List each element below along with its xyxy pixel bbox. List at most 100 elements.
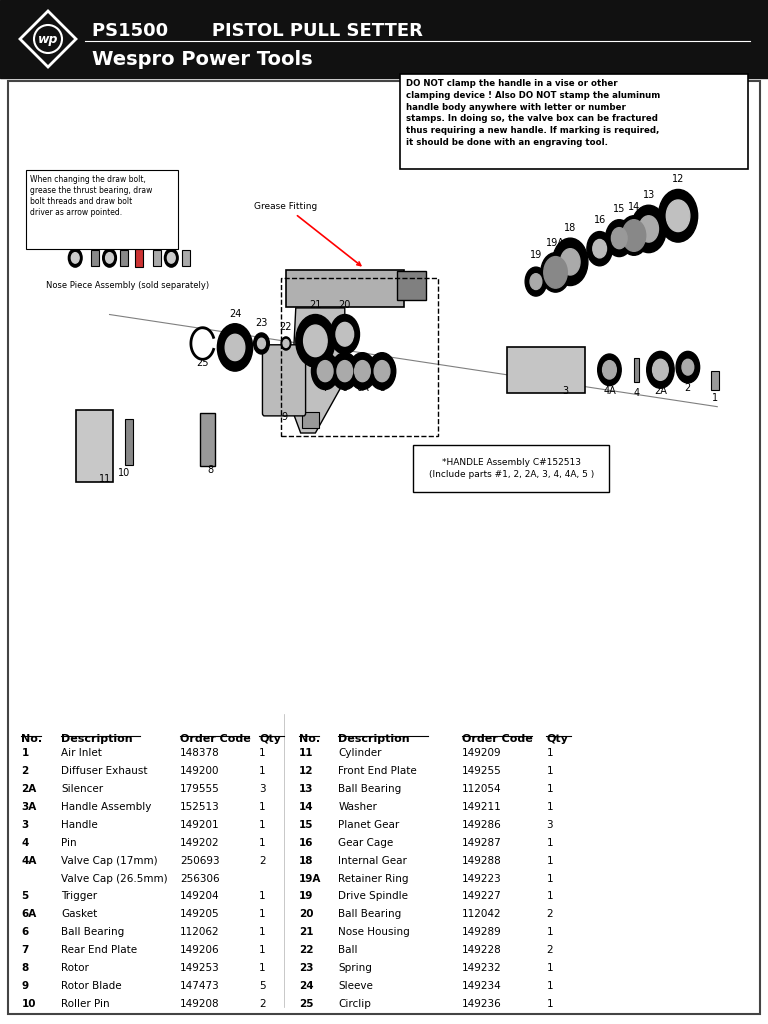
Text: Rear End Plate: Rear End Plate <box>61 945 137 955</box>
Text: 149286: 149286 <box>462 820 502 829</box>
Bar <box>76 410 114 482</box>
Text: 2: 2 <box>547 945 553 955</box>
Text: 6A: 6A <box>356 383 369 393</box>
Bar <box>153 250 161 266</box>
Text: 9: 9 <box>22 981 28 991</box>
Text: 1: 1 <box>259 945 266 955</box>
Bar <box>182 250 190 266</box>
Circle shape <box>553 239 588 286</box>
Text: 6: 6 <box>22 927 28 937</box>
Text: 1: 1 <box>547 927 553 937</box>
Text: 3: 3 <box>22 820 28 829</box>
Circle shape <box>541 253 570 292</box>
Text: 2: 2 <box>22 766 28 776</box>
Bar <box>507 347 585 393</box>
Circle shape <box>603 360 616 379</box>
Text: Trigger: Trigger <box>61 892 98 901</box>
Text: Valve Cap (17mm): Valve Cap (17mm) <box>61 856 157 865</box>
Text: 1: 1 <box>259 749 266 759</box>
Text: 3: 3 <box>562 385 568 395</box>
Text: Washer: Washer <box>339 802 377 812</box>
Text: 25: 25 <box>197 357 209 368</box>
Circle shape <box>631 205 667 253</box>
Text: Silencer: Silencer <box>61 784 103 795</box>
Circle shape <box>303 325 327 356</box>
Text: 112054: 112054 <box>462 784 502 795</box>
Text: 152513: 152513 <box>180 802 220 812</box>
Text: Planet Gear: Planet Gear <box>339 820 399 829</box>
Text: Retainer Ring: Retainer Ring <box>339 873 409 884</box>
Bar <box>397 271 426 300</box>
Text: Rotor: Rotor <box>61 963 89 973</box>
Text: 1: 1 <box>547 998 553 1009</box>
Bar <box>134 249 144 267</box>
Text: 1: 1 <box>547 892 553 901</box>
Text: 149287: 149287 <box>462 838 502 848</box>
Text: Pin: Pin <box>61 838 77 848</box>
Text: 2: 2 <box>547 909 553 920</box>
Text: 3: 3 <box>259 784 266 795</box>
Circle shape <box>619 216 649 255</box>
Circle shape <box>525 267 547 296</box>
Text: Gear Cage: Gear Cage <box>339 838 394 848</box>
Circle shape <box>317 360 333 382</box>
Text: When changing the draw bolt,
grease the thrust bearing, draw
bolt threads and dr: When changing the draw bolt, grease the … <box>30 175 153 217</box>
Circle shape <box>355 360 370 382</box>
Text: 149234: 149234 <box>462 981 502 991</box>
Text: 21: 21 <box>310 300 322 310</box>
Text: 12: 12 <box>672 174 684 184</box>
Text: Nose Piece Assembly (sold separately): Nose Piece Assembly (sold separately) <box>46 282 209 290</box>
Text: 148378: 148378 <box>180 749 220 759</box>
Text: Description: Description <box>61 734 133 744</box>
Text: Order Code: Order Code <box>180 734 250 744</box>
Text: 6: 6 <box>342 383 348 393</box>
Text: 2A: 2A <box>22 784 37 795</box>
Circle shape <box>106 253 114 263</box>
Bar <box>400 74 748 169</box>
Text: 7: 7 <box>322 383 328 393</box>
Text: 22: 22 <box>299 945 313 955</box>
Text: 149202: 149202 <box>180 838 220 848</box>
Circle shape <box>225 334 245 360</box>
Text: 1: 1 <box>22 749 28 759</box>
Text: PS1500       PISTOL PULL SETTER: PS1500 PISTOL PULL SETTER <box>92 22 423 40</box>
Text: No.: No. <box>22 734 42 744</box>
Text: 11: 11 <box>98 474 111 484</box>
Text: Roller Pin: Roller Pin <box>61 998 110 1009</box>
Text: 149204: 149204 <box>180 892 220 901</box>
Text: 149223: 149223 <box>462 873 502 884</box>
Text: 19A: 19A <box>299 873 321 884</box>
Text: 5: 5 <box>259 981 266 991</box>
Text: 23: 23 <box>255 318 268 329</box>
Circle shape <box>337 360 353 382</box>
Text: 20: 20 <box>299 909 313 920</box>
Circle shape <box>587 231 612 266</box>
Circle shape <box>167 253 175 263</box>
Circle shape <box>349 352 376 389</box>
Text: 11: 11 <box>299 749 313 759</box>
Text: 4: 4 <box>634 388 640 398</box>
Text: 4A: 4A <box>22 856 37 865</box>
Text: 149255: 149255 <box>462 766 502 776</box>
Bar <box>200 414 215 466</box>
Text: 1: 1 <box>259 927 266 937</box>
Polygon shape <box>291 308 345 433</box>
Circle shape <box>34 25 62 53</box>
Circle shape <box>68 249 82 267</box>
Text: 15: 15 <box>299 820 313 829</box>
Text: Sleeve: Sleeve <box>339 981 373 991</box>
Circle shape <box>330 314 359 354</box>
Text: 21: 21 <box>299 927 313 937</box>
Text: 1: 1 <box>547 766 553 776</box>
Circle shape <box>283 340 289 347</box>
Text: Cylinder: Cylinder <box>339 749 382 759</box>
Text: 9: 9 <box>281 412 287 422</box>
Text: 1: 1 <box>259 766 266 776</box>
Text: Air Inlet: Air Inlet <box>61 749 102 759</box>
Circle shape <box>598 354 621 386</box>
Bar <box>281 278 438 435</box>
Text: 12: 12 <box>299 766 313 776</box>
Text: 15: 15 <box>613 204 625 214</box>
Bar <box>286 269 404 306</box>
Text: 10: 10 <box>22 998 36 1009</box>
